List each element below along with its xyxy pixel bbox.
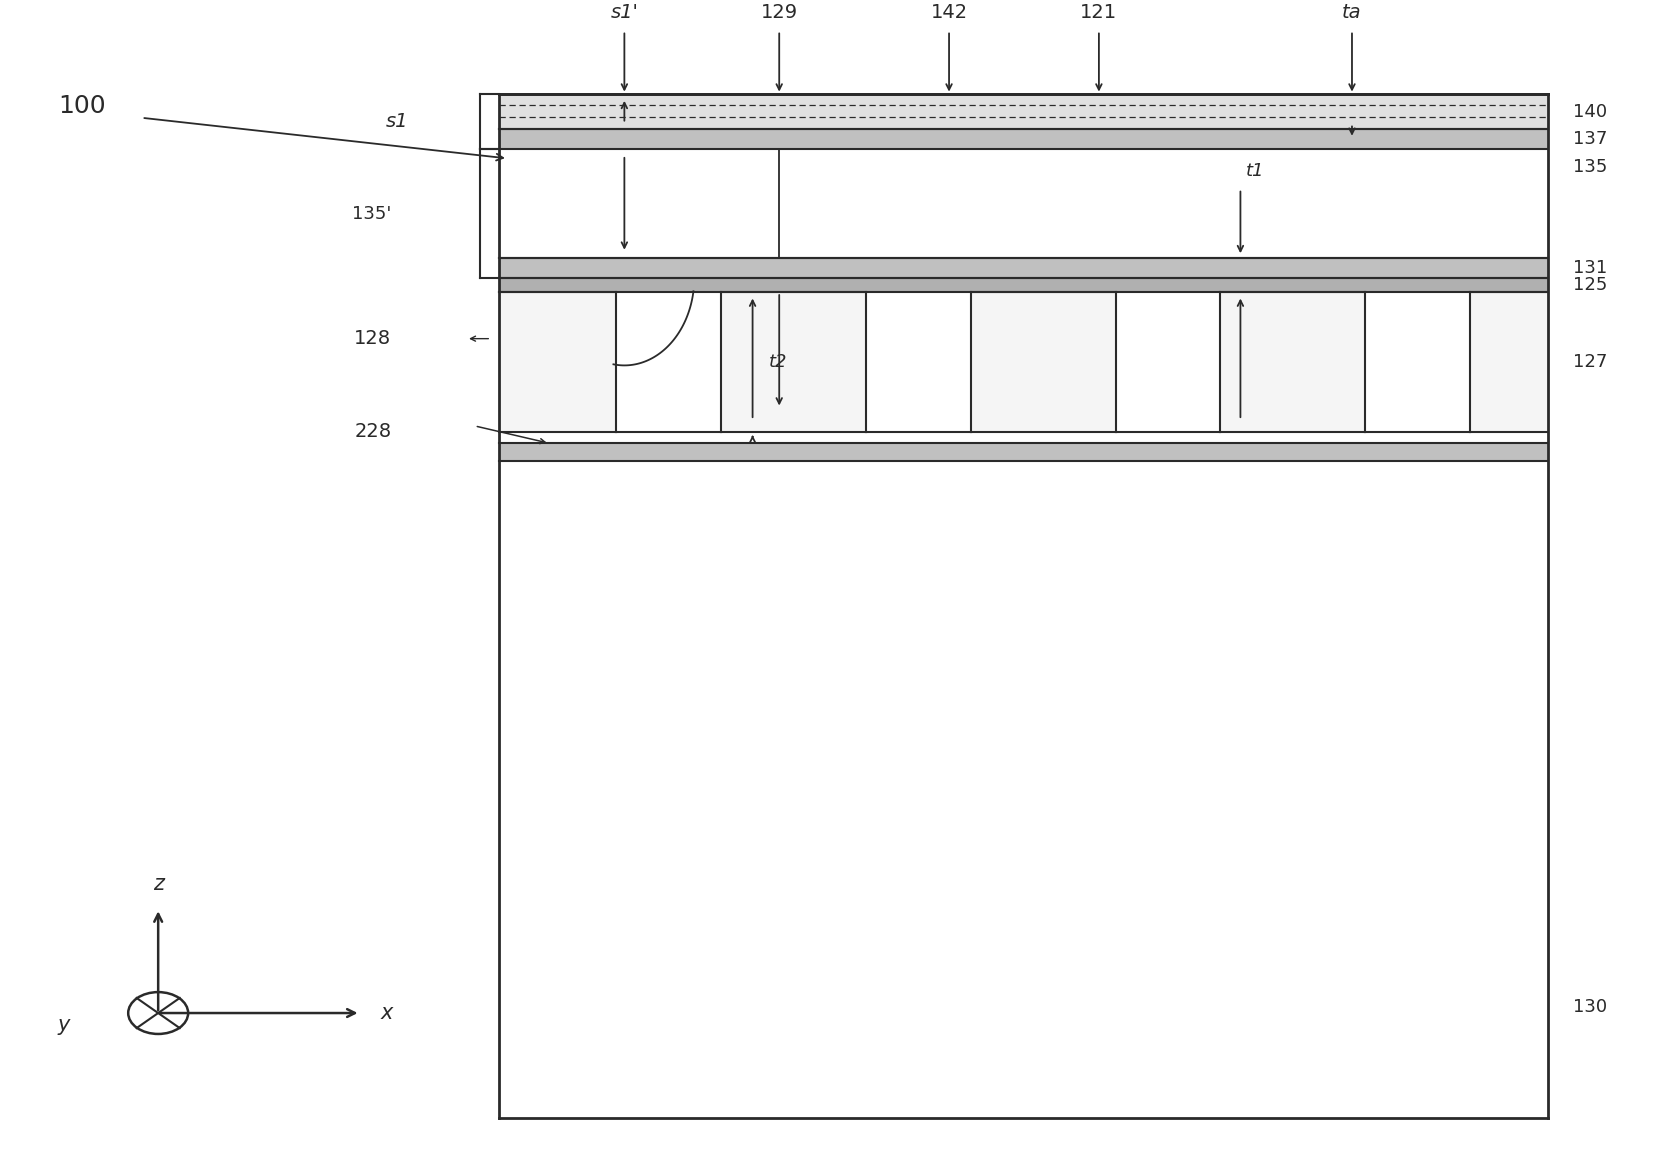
Text: 121: 121 [1080,4,1117,22]
Text: 100: 100 [58,94,106,118]
Text: 127: 127 [1572,353,1607,371]
Text: z: z [153,874,163,894]
Text: 228: 228 [354,422,391,441]
Text: 129: 129 [760,4,797,22]
Text: ta: ta [1341,4,1361,22]
Text: 130: 130 [1572,998,1606,1017]
Text: 135: 135 [1572,158,1607,176]
Text: t1: t1 [1245,163,1263,180]
Text: s1: s1 [384,112,408,131]
Text: x: x [381,1003,393,1023]
Text: 137: 137 [1572,130,1607,149]
Text: y: y [58,1014,70,1034]
Text: 142: 142 [930,4,967,22]
Text: 140: 140 [1572,103,1606,121]
Text: t2: t2 [769,353,787,371]
Text: 131: 131 [1572,260,1607,277]
Text: 125: 125 [1572,276,1607,294]
Text: s1': s1' [611,4,637,22]
Text: 128: 128 [354,329,391,349]
Text: 135': 135' [351,205,391,222]
